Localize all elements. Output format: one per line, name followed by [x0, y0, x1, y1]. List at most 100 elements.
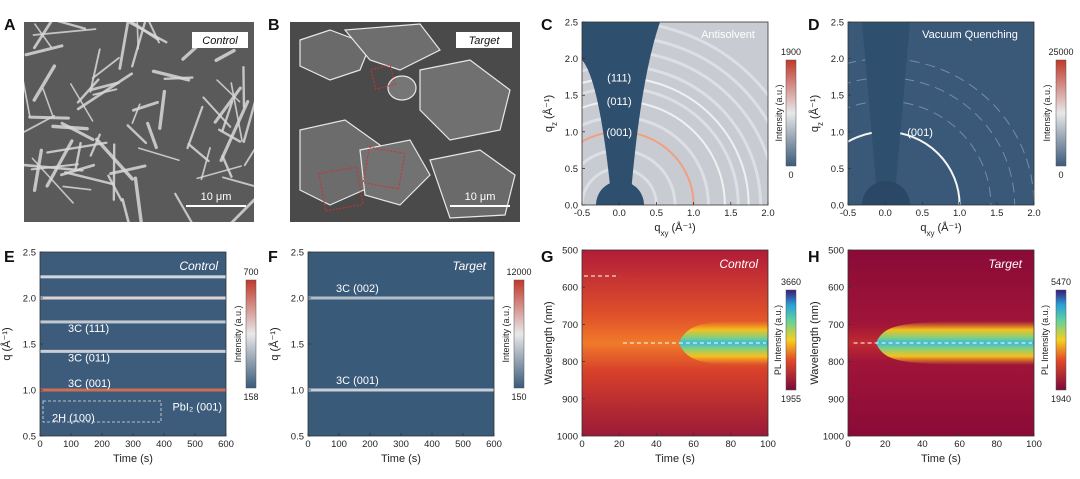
peak-label: 3C (001) [336, 375, 379, 387]
y-tick-label: 1.0 [291, 386, 304, 397]
heatmap-tag: Control [719, 257, 758, 271]
y-tick-label: 700 [828, 320, 844, 331]
sem-needle [56, 22, 87, 30]
sem-needle [133, 176, 143, 222]
colorbar-min: 1940 [1051, 394, 1071, 404]
x-tick-label: 600 [218, 439, 234, 450]
x-tick-label: 100 [760, 439, 776, 450]
x-tick-label: 0 [37, 439, 42, 450]
x-tick-label: 0 [305, 439, 310, 450]
y-tick-label: 2.0 [23, 294, 36, 305]
heatmap [308, 252, 494, 436]
y-axis-label: qz (Å⁻¹) [808, 95, 825, 132]
y-tick-label: 2.0 [291, 294, 304, 305]
sem-needle [28, 115, 70, 120]
x-tick-label: 200 [362, 439, 378, 450]
sem-needle [89, 48, 101, 93]
x-tick-label: 1.0 [687, 208, 700, 219]
y-tick-label: 1000 [823, 432, 844, 443]
sem-needle [121, 198, 130, 222]
y-tick-label: 600 [562, 283, 578, 294]
y-axis-label: q (Å⁻¹) [268, 327, 281, 360]
giwaxs-title: Antisolvent [701, 29, 755, 41]
sem-needle [42, 88, 54, 118]
colorbar [245, 279, 257, 389]
x-tick-label: 2.0 [1027, 208, 1040, 219]
colorbar [1055, 289, 1067, 391]
peak-label: (001) [606, 127, 632, 139]
panel-letter-e: E [4, 249, 15, 266]
y-tick-label: 800 [562, 357, 578, 368]
panel-letter-c: C [541, 17, 553, 34]
sem-needle [91, 56, 120, 80]
colorbar-label: Intensity (a.u.) [501, 305, 511, 362]
y-tick-label: 1.5 [23, 340, 36, 351]
sem-needle [187, 142, 210, 163]
colorbar-min: 0 [1058, 170, 1063, 180]
peak-label: (011) [607, 96, 632, 108]
colorbar-label: PL Intensity (a.u.) [1040, 305, 1050, 375]
x-tick-label: 60 [688, 439, 699, 450]
colorbar [785, 59, 797, 167]
sem-needle [24, 114, 56, 134]
diffraction-line [40, 296, 226, 300]
colorbar-min: 150 [511, 392, 526, 402]
peak-label: PbI₂ (001) [172, 402, 222, 414]
sem-tag-target: Target [469, 35, 501, 47]
y-tick-label: 0.0 [565, 201, 578, 212]
plot-frame [847, 249, 1035, 437]
y-tick-label: 1.5 [831, 91, 844, 102]
tag-box [192, 32, 248, 48]
y-tick-label: 600 [828, 283, 844, 294]
plot-frame [581, 249, 769, 437]
y-tick-label: 800 [828, 357, 844, 368]
colorbar-label: PL Intensity (a.u.) [773, 305, 783, 375]
sem-needle [146, 121, 158, 150]
y-tick-label: 0.5 [23, 432, 36, 443]
sem-needle [30, 163, 79, 171]
y-tick-label: 500 [828, 246, 844, 257]
sem-needle [222, 176, 254, 187]
sem-needle [221, 100, 234, 132]
sem-needle [131, 103, 141, 124]
y-tick-label: 900 [828, 394, 844, 405]
colorbar-label: Intensity (a.u.) [233, 305, 243, 362]
sem-needle [230, 197, 254, 222]
sem-needle [230, 82, 243, 142]
x-tick-label: 300 [125, 439, 141, 450]
y-tick-label: 0.0 [831, 201, 844, 212]
panel-f: F Target 3C (002) 3C (001) 0 100 200 300 400 5… [268, 248, 532, 466]
sem-grain [343, 23, 441, 71]
sem-needle [242, 65, 246, 109]
peak-label: (111) [607, 73, 631, 85]
peak-label: 3C (111) [68, 323, 109, 335]
x-tick-label: 1.5 [724, 208, 737, 219]
sem-needle [32, 64, 57, 102]
colorbar-min: 0 [788, 170, 793, 180]
plot-frame [847, 21, 1035, 206]
sem-needle [118, 22, 130, 70]
sem-needle [196, 165, 242, 180]
peak-label: 3C (002) [336, 283, 379, 295]
y-tick-label: 700 [562, 320, 578, 331]
diffraction-line [308, 296, 494, 300]
y-tick-label: 900 [562, 394, 578, 405]
sem-grain [359, 139, 431, 206]
x-axis-label: qxy (Å⁻¹) [654, 221, 695, 238]
x-tick-label: 0.0 [879, 208, 892, 219]
sem-needle [24, 80, 31, 118]
x-tick-label: 1.0 [953, 208, 966, 219]
x-tick-label: 0 [579, 439, 584, 450]
sem-needle [89, 133, 101, 157]
peak-label: 3C (011) [68, 352, 110, 364]
diffraction-line [308, 388, 494, 392]
panel-letter-a: A [4, 17, 16, 34]
tag-box [456, 32, 512, 48]
x-tick-label: 2.0 [761, 208, 774, 219]
colorbar-min: 1955 [781, 394, 801, 404]
x-axis-label: Time (s) [113, 453, 153, 465]
panel-letter-h: H [808, 249, 820, 266]
colorbar-max: 3660 [781, 277, 801, 287]
sem-needle [218, 128, 242, 143]
